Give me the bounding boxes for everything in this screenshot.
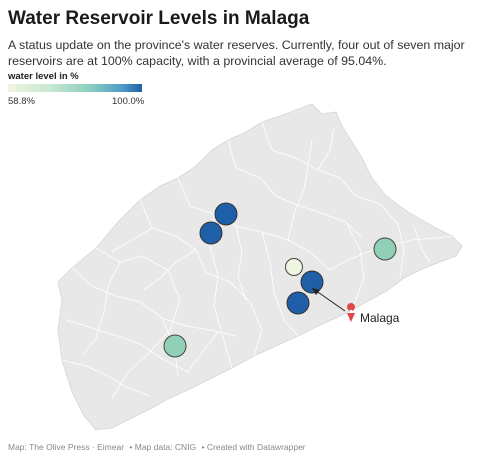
- reservoir-marker-3[interactable]: [373, 237, 397, 261]
- reservoir-marker-2[interactable]: [199, 221, 223, 245]
- page-title: Water Reservoir Levels in Malaga: [8, 8, 310, 29]
- legend-min-label: 58.8%: [8, 96, 35, 107]
- reservoir-marker-6[interactable]: [286, 291, 310, 315]
- municipal-boundaries: [61, 121, 453, 399]
- malaga-annotation: Malaga: [311, 287, 400, 325]
- map-credit: Map: The Olive Press · Eimear: [8, 442, 125, 452]
- reservoir-marker-4[interactable]: [285, 258, 303, 276]
- reservoir-marker-7[interactable]: [163, 334, 187, 358]
- city-label-malaga: Malaga: [360, 311, 400, 325]
- reservoir-marker-5[interactable]: [300, 270, 324, 294]
- legend-color-scale: [8, 84, 142, 92]
- province-shape: [57, 103, 463, 431]
- page-subtitle: A status update on the province's water …: [8, 38, 465, 68]
- data-credit: • Map data: CNIG: [129, 442, 197, 452]
- footer-credits: Map: The Olive Press · Eimear • Map data…: [8, 442, 309, 452]
- legend-title: water level in %: [8, 71, 79, 82]
- pin-icon: [347, 303, 356, 322]
- reservoir-marker-1[interactable]: [214, 202, 238, 226]
- tool-credit[interactable]: • Created with Datawrapper: [201, 442, 306, 452]
- legend-max-label: 100.0%: [112, 96, 145, 107]
